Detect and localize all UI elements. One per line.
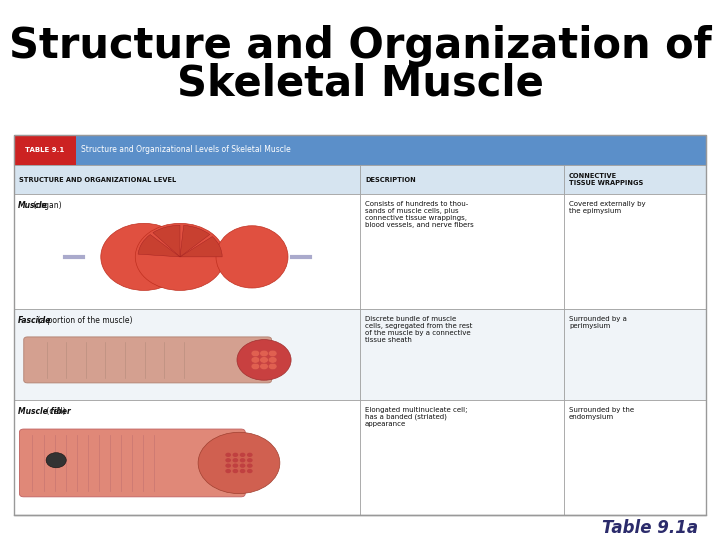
Circle shape: [233, 463, 238, 468]
Circle shape: [46, 453, 66, 468]
Text: (a portion of the muscle): (a portion of the muscle): [35, 315, 132, 325]
Circle shape: [225, 453, 231, 457]
Bar: [564, 165, 706, 194]
Circle shape: [251, 357, 260, 363]
Circle shape: [247, 463, 253, 468]
Bar: [360, 401, 564, 515]
Circle shape: [260, 350, 269, 357]
Bar: [564, 194, 706, 309]
Text: DESCRIPTION: DESCRIPTION: [365, 177, 415, 183]
Bar: [564, 401, 706, 515]
Text: Surrounded by the
endomysium: Surrounded by the endomysium: [569, 407, 634, 420]
Bar: [14, 135, 76, 165]
Bar: [564, 309, 706, 401]
Bar: [14, 309, 360, 401]
Bar: [14, 194, 360, 309]
Circle shape: [247, 458, 253, 462]
FancyBboxPatch shape: [19, 429, 246, 497]
Text: Structure and Organizational Levels of Skeletal Muscle: Structure and Organizational Levels of S…: [81, 145, 291, 154]
Circle shape: [198, 433, 280, 494]
Bar: [14, 135, 706, 515]
Circle shape: [247, 469, 253, 473]
Circle shape: [251, 350, 260, 357]
Wedge shape: [153, 225, 180, 257]
Text: CONNECTIVE
TISSUE WRAPPINGS: CONNECTIVE TISSUE WRAPPINGS: [569, 173, 643, 186]
Circle shape: [251, 363, 260, 370]
Circle shape: [240, 453, 246, 457]
Bar: [360, 165, 564, 194]
Wedge shape: [138, 234, 180, 257]
Text: Table 9.1a: Table 9.1a: [602, 519, 698, 537]
Circle shape: [240, 469, 246, 473]
Circle shape: [225, 463, 231, 468]
Text: Consists of hundreds to thou-
sands of muscle cells, plus
connective tissue wrap: Consists of hundreds to thou- sands of m…: [365, 201, 474, 228]
Ellipse shape: [216, 226, 288, 288]
Circle shape: [225, 458, 231, 462]
Circle shape: [225, 469, 231, 473]
Wedge shape: [180, 237, 222, 257]
Circle shape: [237, 340, 291, 380]
Text: Skeletal Muscle: Skeletal Muscle: [176, 63, 544, 105]
Circle shape: [233, 469, 238, 473]
Text: Elongated multinucleate cell;
has a banded (striated)
appearance: Elongated multinucleate cell; has a band…: [365, 407, 467, 428]
Circle shape: [269, 357, 277, 363]
Bar: [14, 401, 360, 515]
Wedge shape: [180, 225, 210, 257]
Circle shape: [233, 458, 238, 462]
Circle shape: [240, 458, 246, 462]
Circle shape: [260, 363, 269, 370]
Circle shape: [240, 463, 246, 468]
Text: (organ): (organ): [31, 201, 62, 210]
Circle shape: [135, 224, 225, 291]
Circle shape: [247, 453, 253, 457]
Circle shape: [269, 363, 277, 370]
Bar: [14, 135, 706, 165]
Circle shape: [269, 350, 277, 357]
Circle shape: [260, 357, 269, 363]
Text: Surrounded by a
perimysium: Surrounded by a perimysium: [569, 315, 627, 328]
Circle shape: [233, 453, 238, 457]
Text: Covered externally by
the epimysium: Covered externally by the epimysium: [569, 201, 646, 214]
Bar: [360, 194, 564, 309]
Text: Muscle fiber: Muscle fiber: [18, 407, 71, 416]
Text: (cell): (cell): [44, 407, 66, 416]
Bar: [360, 309, 564, 401]
Ellipse shape: [101, 224, 187, 291]
Text: Structure and Organization of: Structure and Organization of: [9, 25, 711, 67]
Bar: [14, 165, 360, 194]
Text: Fascicle: Fascicle: [18, 315, 51, 325]
Text: Discrete bundle of muscle
cells, segregated from the rest
of the muscle by a con: Discrete bundle of muscle cells, segrega…: [365, 315, 472, 342]
Text: STRUCTURE AND ORGANIZATIONAL LEVEL: STRUCTURE AND ORGANIZATIONAL LEVEL: [19, 177, 176, 183]
FancyBboxPatch shape: [24, 337, 271, 383]
Text: Muscle: Muscle: [18, 201, 48, 210]
Text: TABLE 9.1: TABLE 9.1: [25, 147, 65, 153]
